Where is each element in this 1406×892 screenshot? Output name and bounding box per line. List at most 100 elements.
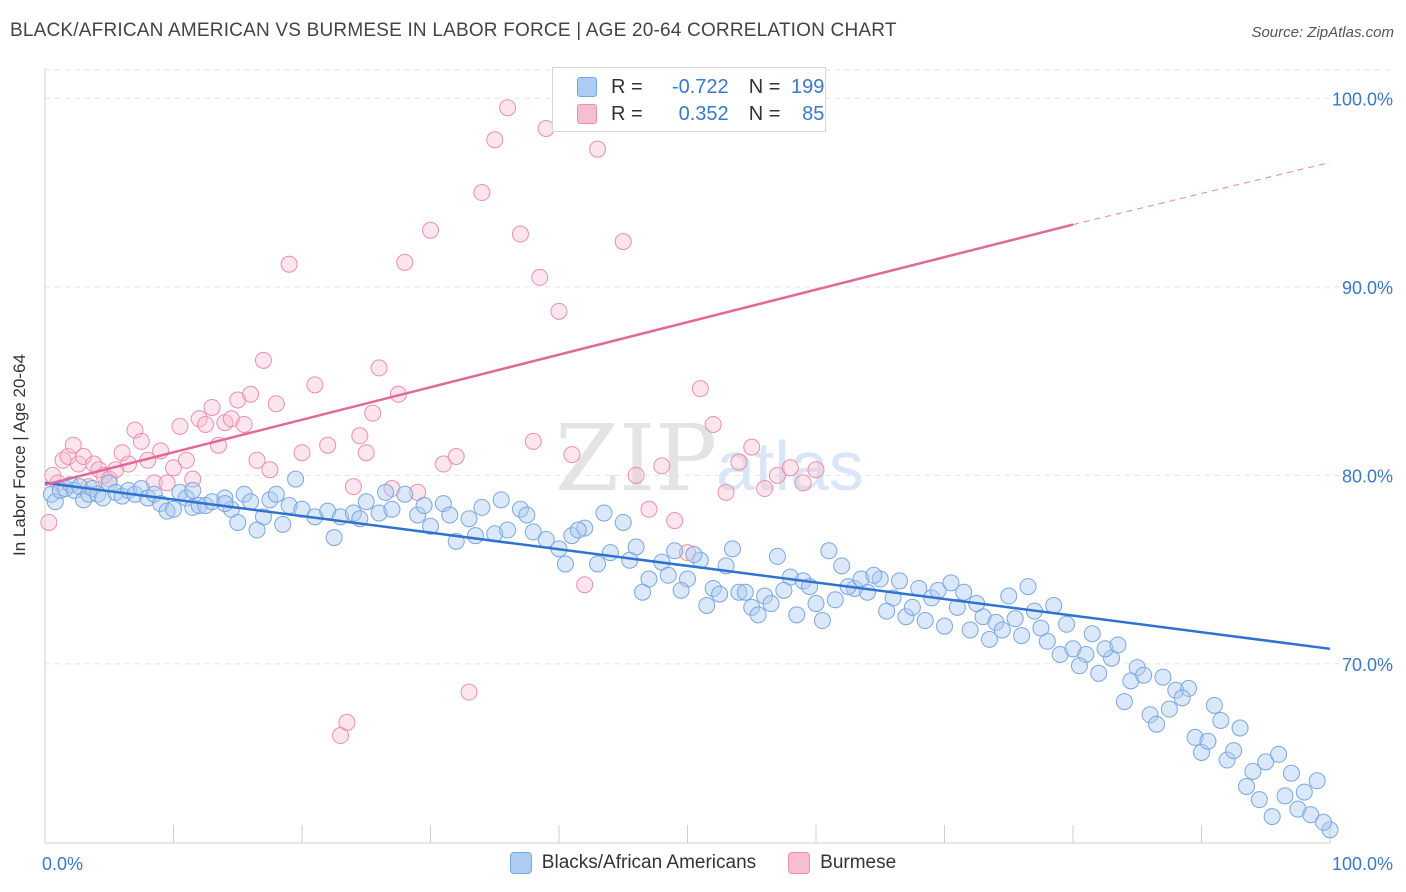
y-tick-label: 80.0%	[1342, 466, 1393, 486]
burmese-point	[40, 513, 58, 531]
blacks-point	[723, 540, 741, 558]
blacks-point	[1250, 791, 1268, 809]
blacks-point	[955, 583, 973, 601]
legend-row-burmese: R = 0.352 N = 85	[577, 101, 824, 127]
legend-n-value: 85	[802, 102, 825, 125]
blacks-trend-line	[44, 481, 1331, 651]
blacks-point	[1263, 808, 1281, 826]
blacks-point	[1231, 719, 1249, 737]
blacks-point	[229, 513, 247, 531]
blacks-point	[377, 483, 395, 501]
blacks-point	[1289, 800, 1307, 818]
legend-r-value: -0.722	[671, 75, 729, 98]
burmese-point	[254, 351, 272, 369]
blacks-point	[422, 517, 439, 535]
blacks-point	[287, 470, 305, 488]
blacks-point	[460, 510, 478, 528]
blacks-point	[569, 521, 587, 539]
blacks-point	[1135, 666, 1153, 684]
blacks-point	[1237, 777, 1255, 795]
watermark-atlas: atlas	[716, 427, 864, 505]
burmese-point	[511, 225, 529, 243]
burmese-point	[364, 404, 382, 422]
blacks-point	[685, 546, 703, 564]
blacks-point	[1070, 657, 1088, 675]
blacks-point	[865, 566, 883, 584]
blacks-point	[1257, 753, 1275, 771]
blacks-point	[711, 585, 729, 603]
burmese-point	[679, 544, 696, 562]
blacks-point	[601, 544, 619, 562]
burmese-point	[280, 255, 298, 273]
source-label: Source: ZipAtlas.com	[1251, 24, 1394, 41]
blacks-point	[749, 606, 767, 624]
blacks-point	[826, 591, 844, 609]
blacks-point	[704, 579, 722, 597]
burmese-point	[531, 268, 549, 286]
blacks-point	[563, 527, 581, 545]
blacks-point	[833, 557, 851, 575]
burmese-point	[158, 474, 176, 492]
blacks-point	[980, 630, 998, 648]
burmese-point	[768, 466, 786, 484]
legend-r-label: R =	[611, 75, 643, 98]
burmese-point	[242, 385, 260, 403]
burmese-point	[691, 380, 709, 398]
burmese-point	[614, 233, 632, 251]
blacks-point	[891, 572, 909, 590]
legend-swatch-pink	[577, 104, 597, 124]
chart-title: BLACK/AFRICAN AMERICAN VS BURMESE IN LAB…	[10, 20, 897, 41]
burmese-point	[338, 713, 356, 731]
blacks-point	[878, 602, 896, 620]
blacks-point	[216, 495, 234, 513]
burmese-point	[666, 512, 684, 530]
blacks-point	[903, 598, 921, 616]
burmese-point	[203, 398, 221, 416]
blacks-point	[768, 547, 786, 565]
blacks-point	[1160, 700, 1178, 718]
blacks-point	[1308, 772, 1326, 790]
blacks-point	[762, 595, 780, 613]
burmese-point	[306, 376, 324, 394]
blacks-point	[1199, 732, 1217, 750]
burmese-point	[132, 432, 150, 450]
burmese-point	[563, 446, 581, 464]
bottom-legend: Blacks/African Americans Burmese	[0, 852, 1406, 874]
blacks-point	[248, 521, 266, 539]
burmese-point	[235, 415, 253, 433]
blacks-point	[1148, 715, 1166, 733]
burmese-trend-extension	[1072, 161, 1331, 226]
burmese-point	[756, 480, 774, 498]
blacks-point	[589, 555, 607, 573]
blacks-point	[807, 595, 825, 613]
burmese-point	[190, 410, 208, 428]
blacks-point	[357, 493, 375, 511]
blacks-point	[466, 527, 484, 545]
blacks-point	[1315, 813, 1333, 831]
burmese-point	[293, 444, 311, 462]
blacks-point	[576, 519, 594, 537]
blacks-point	[1122, 672, 1140, 690]
blacks-point	[1045, 596, 1063, 614]
blacks-point	[1295, 783, 1313, 801]
burmese-point	[64, 436, 82, 454]
bottom-legend-swatch-pink	[788, 852, 811, 874]
burmese-point	[248, 451, 266, 469]
burmese-point	[807, 461, 825, 479]
blacks-point	[614, 513, 632, 531]
bottom-legend-item-burmese: Burmese	[788, 852, 896, 874]
x-tick-label-min: 0.0%	[42, 854, 83, 874]
blacks-point	[441, 506, 459, 524]
blacks-point	[274, 515, 292, 533]
burmese-point	[640, 500, 658, 518]
legend-r-value: 0.352	[678, 102, 729, 125]
blacks-point	[897, 608, 915, 626]
blacks-point	[415, 497, 433, 515]
blacks-point	[659, 566, 677, 584]
blacks-point	[1090, 664, 1108, 682]
burmese-point	[222, 410, 240, 428]
burmese-point	[486, 131, 504, 149]
blacks-point	[370, 504, 388, 522]
blacks-point	[1051, 645, 1069, 663]
blacks-point	[1180, 679, 1198, 697]
